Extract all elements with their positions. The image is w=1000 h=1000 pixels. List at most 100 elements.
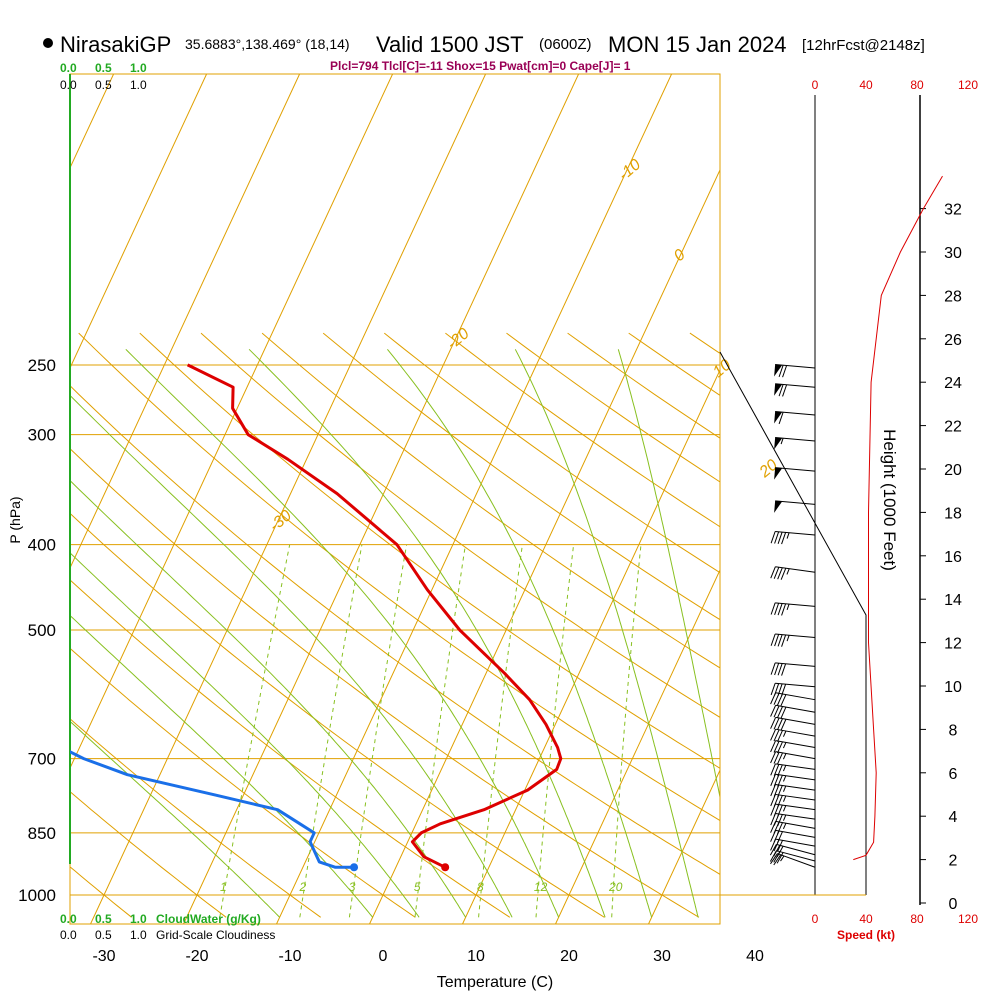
pressure-label-850: 850 (28, 824, 56, 843)
isotherm--40 (70, 74, 394, 770)
valid-time: Valid 1500 JST (376, 32, 524, 57)
height-tick-2: 2 (949, 853, 958, 870)
wind-barb-26 (774, 436, 816, 450)
height-tick-26: 26 (944, 332, 962, 349)
height-tick-14: 14 (944, 592, 962, 609)
wind-barb-21 (770, 602, 816, 616)
pressure-label-1000: 1000 (18, 886, 56, 905)
height-axis-title: Height (1000 Feet) (880, 429, 899, 571)
isotherm--10 (276, 74, 673, 924)
mixing-ratio-8 (478, 544, 523, 918)
height-tick-6: 6 (949, 766, 958, 783)
mixing-ratio-3 (348, 544, 408, 918)
moist-adiabat-15 (70, 394, 513, 918)
wind-barb-16 (770, 704, 816, 719)
wind-barb-19 (770, 662, 816, 676)
wind-barb-24 (774, 500, 816, 513)
x-tick--30: -30 (92, 948, 115, 965)
mixing-ratio-label-3: 3 (349, 880, 356, 894)
wind-barb-28 (774, 383, 816, 397)
dry-adiabat-30 (70, 448, 700, 918)
valid-date: MON 15 Jan 2024 (608, 32, 787, 57)
dry-adiabat--20 (70, 790, 227, 918)
wind-speed-profile (853, 175, 943, 861)
height-tick-12: 12 (944, 636, 962, 653)
speed-bottom-tick-80: 80 (910, 912, 924, 926)
height-tick-10: 10 (944, 679, 962, 696)
wind-barb-18 (770, 682, 816, 697)
isotherm-30 (648, 769, 720, 924)
x-tick--10: -10 (278, 948, 301, 965)
moist-adiabat-40 (617, 349, 720, 800)
sounding-indices: Plcl=794 Tlcl[C]=-11 Shox=15 Pwat[cm]=0 … (330, 59, 631, 73)
y-axis-title: P (hPa) (7, 496, 23, 543)
temperature-profile (186, 363, 563, 869)
height-tick-28: 28 (944, 288, 962, 305)
x-tick-20: 20 (560, 948, 578, 965)
wind-barb-15 (770, 716, 816, 731)
cloudiness-bottom-05: 0.5 (95, 928, 112, 942)
dry-adiabat-70 (200, 332, 720, 718)
dry-adiabat-0 (70, 647, 416, 918)
speed-bottom-tick-0: 0 (812, 912, 819, 926)
dewpoint-surface-point (350, 863, 359, 872)
wind-barb-13 (770, 740, 816, 754)
mixing-ratio-5 (414, 544, 466, 918)
x-axis-title: Temperature (C) (437, 974, 553, 991)
cloudiness-top-0: 0.0 (60, 78, 77, 92)
height-tick-4: 4 (949, 809, 958, 826)
cloud-top-05: 0.5 (95, 61, 112, 75)
mixing-ratio-12 (535, 544, 575, 918)
height-tick-0: 0 (949, 896, 958, 913)
cloudiness-bottom-1: 1.0 (130, 928, 147, 942)
pressure-label-250: 250 (28, 356, 56, 375)
pressure-label-300: 300 (28, 426, 56, 445)
height-tick-16: 16 (944, 549, 962, 566)
isotherm-20 (555, 568, 720, 924)
mixing-ratio-label-20: 20 (608, 880, 623, 894)
speed-top-tick-40: 40 (859, 78, 873, 92)
x-tick-0: 0 (379, 948, 388, 965)
isotherm--20 (183, 74, 580, 924)
temperature-surface-point (441, 863, 450, 872)
height-tick-32: 32 (944, 202, 962, 219)
cloud-bottom-1: 1.0 (130, 912, 147, 926)
moist-adiabat-10 (70, 479, 467, 918)
dry-adiabat-40 (70, 385, 720, 875)
wind-barb-22 (770, 566, 816, 580)
height-tick-24: 24 (944, 375, 962, 392)
cloudwater-label: CloudWater (g/Kg) (156, 912, 261, 926)
forecast-info: [12hrFcst@2148z] (802, 37, 925, 54)
dewpoint-profile (70, 750, 354, 869)
wind-barb-23 (770, 530, 816, 545)
cloudiness-top-05: 0.5 (95, 78, 112, 92)
dry-adiabat-50 (78, 332, 720, 822)
isotherm--60 (70, 74, 208, 370)
x-tick-30: 30 (653, 948, 671, 965)
wind-barb-12 (770, 751, 816, 765)
height-tick-30: 30 (944, 245, 962, 262)
mixing-ratio-1 (219, 544, 291, 918)
dry-adiabat-110 (445, 332, 720, 528)
cloud-top-0: 0.0 (60, 61, 77, 75)
speed-bottom-tick-120: 120 (958, 912, 978, 926)
moist-adiabat-25 (248, 348, 606, 918)
mixing-ratio-label-8: 8 (477, 880, 484, 894)
x-tick-40: 40 (746, 948, 764, 965)
x-tick--20: -20 (185, 948, 208, 965)
moist-adiabat-35 (514, 349, 699, 918)
cloudiness-bottom-0: 0.0 (60, 928, 77, 942)
moist-adiabat-20 (125, 348, 560, 918)
height-tick-18: 18 (944, 505, 962, 522)
dry-adiabat-100 (383, 332, 720, 574)
terrain-outline (719, 351, 867, 895)
dry-adiabat-20 (70, 512, 605, 918)
dry-adiabat-80 (261, 332, 720, 669)
wind-barb-25 (774, 467, 816, 480)
station-name: NirasakiGP (60, 32, 171, 57)
speed-top-tick-80: 80 (910, 78, 924, 92)
pressure-label-500: 500 (28, 621, 56, 640)
wind-barb-10 (770, 773, 816, 787)
cloud-bottom-05: 0.5 (95, 912, 112, 926)
